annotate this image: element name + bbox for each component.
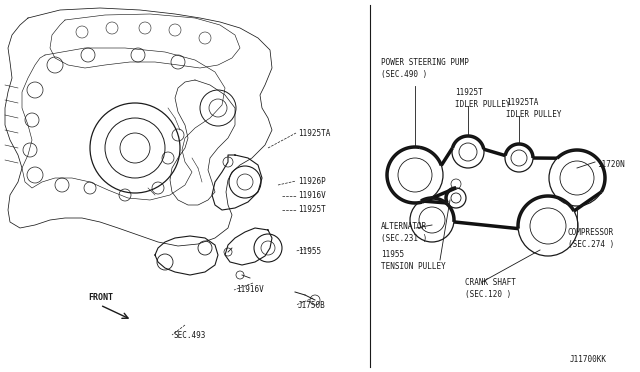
Text: 11925T: 11925T [298, 205, 326, 215]
Text: J11700KK: J11700KK [570, 355, 607, 364]
Text: ALTERNATOR
(SEC.231 ): ALTERNATOR (SEC.231 ) [381, 222, 428, 243]
Text: 11925T
IDLER PULLEY: 11925T IDLER PULLEY [455, 88, 511, 109]
Text: 11916V: 11916V [298, 192, 326, 201]
Text: 11720N: 11720N [597, 160, 625, 169]
Text: POWER STEERING PUMP
(SEC.490 ): POWER STEERING PUMP (SEC.490 ) [381, 58, 469, 79]
Text: FRONT: FRONT [88, 293, 113, 302]
Text: 11955: 11955 [298, 247, 321, 256]
Text: SEC.493: SEC.493 [174, 330, 206, 340]
Text: 11926P: 11926P [298, 176, 326, 186]
Text: J1750B: J1750B [298, 301, 326, 310]
Text: COMPRESSOR
(SEC.274 ): COMPRESSOR (SEC.274 ) [568, 228, 614, 249]
Text: CRANK SHAFT
(SEC.120 ): CRANK SHAFT (SEC.120 ) [465, 278, 516, 299]
Text: 11916V: 11916V [236, 285, 264, 295]
Text: 11925TA: 11925TA [298, 128, 330, 138]
Text: 11955
TENSION PULLEY: 11955 TENSION PULLEY [381, 250, 445, 271]
Text: 11925TA
IDLER PULLEY: 11925TA IDLER PULLEY [506, 98, 561, 119]
